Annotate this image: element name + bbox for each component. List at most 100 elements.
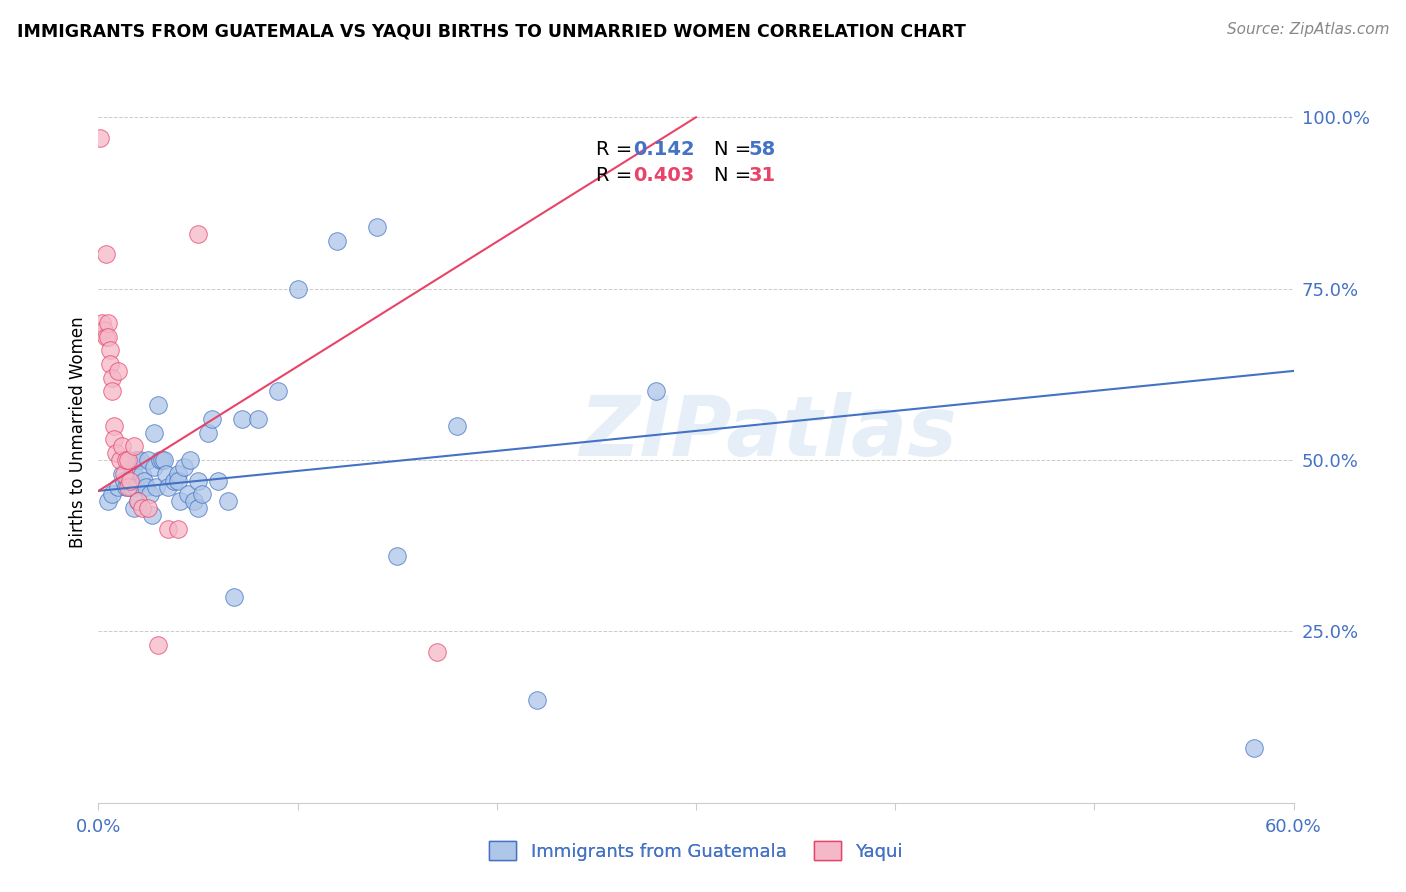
Point	[139, 487, 162, 501]
Point	[145, 480, 167, 494]
Point	[143, 425, 166, 440]
Point	[125, 453, 148, 467]
Point	[112, 467, 135, 481]
Point	[183, 494, 205, 508]
Point	[143, 459, 166, 474]
Point	[127, 494, 149, 508]
Point	[169, 494, 191, 508]
Point	[366, 219, 388, 234]
Point	[129, 453, 152, 467]
Point	[157, 480, 180, 494]
Point	[136, 501, 159, 516]
Point	[121, 459, 143, 474]
Point	[246, 412, 269, 426]
Point	[91, 316, 114, 330]
Text: N =: N =	[714, 140, 758, 159]
Point	[155, 467, 177, 481]
Point	[201, 412, 224, 426]
Point	[150, 453, 173, 467]
Point	[127, 494, 149, 508]
Point	[187, 474, 209, 488]
Point	[135, 480, 157, 494]
Y-axis label: Births to Unmarried Women: Births to Unmarried Women	[69, 317, 87, 549]
Point	[110, 453, 132, 467]
Point	[117, 480, 139, 494]
Point	[167, 467, 190, 481]
Point	[287, 282, 309, 296]
Point	[98, 357, 122, 371]
Point	[105, 446, 128, 460]
Point	[131, 467, 153, 481]
Point	[131, 501, 153, 516]
Point	[103, 418, 125, 433]
Text: 58: 58	[749, 140, 776, 159]
Point	[98, 343, 122, 358]
Point	[163, 474, 186, 488]
Point	[120, 480, 142, 494]
Point	[97, 316, 120, 330]
Point	[526, 693, 548, 707]
Point	[173, 459, 195, 474]
Text: Source: ZipAtlas.com: Source: ZipAtlas.com	[1226, 22, 1389, 37]
Point	[217, 494, 239, 508]
Point	[97, 494, 120, 508]
Text: 31: 31	[749, 167, 776, 186]
Point	[89, 131, 111, 145]
Text: N =: N =	[714, 167, 758, 186]
Point	[446, 418, 468, 433]
Point	[149, 453, 172, 467]
Point	[96, 247, 118, 261]
Text: ZIPatlas: ZIPatlas	[579, 392, 956, 473]
Point	[112, 474, 135, 488]
Point	[124, 439, 146, 453]
Point	[93, 323, 115, 337]
Point	[167, 522, 190, 536]
Point	[222, 590, 245, 604]
Point	[134, 474, 156, 488]
Point	[111, 439, 134, 453]
Text: 0.403: 0.403	[633, 167, 695, 186]
Point	[207, 474, 229, 488]
Point	[148, 638, 170, 652]
Point	[231, 412, 253, 426]
Point	[141, 508, 163, 522]
Point	[115, 480, 138, 494]
Point	[645, 384, 668, 399]
Point	[385, 549, 409, 563]
Point	[101, 487, 124, 501]
Text: 0.142: 0.142	[633, 140, 695, 159]
Point	[1243, 741, 1265, 756]
Text: IMMIGRANTS FROM GUATEMALA VS YAQUI BIRTHS TO UNMARRIED WOMEN CORRELATION CHART: IMMIGRANTS FROM GUATEMALA VS YAQUI BIRTH…	[17, 22, 966, 40]
Legend: Immigrants from Guatemala, Yaqui: Immigrants from Guatemala, Yaqui	[482, 834, 910, 868]
Text: R =: R =	[596, 167, 638, 186]
Point	[96, 329, 118, 343]
Point	[107, 364, 129, 378]
Point	[148, 398, 170, 412]
Point	[136, 453, 159, 467]
Point	[177, 487, 200, 501]
Point	[153, 453, 176, 467]
Point	[103, 433, 125, 447]
Point	[197, 425, 219, 440]
Point	[117, 453, 139, 467]
Text: R =: R =	[596, 140, 638, 159]
Point	[179, 453, 201, 467]
Point	[115, 453, 138, 467]
Point	[191, 487, 214, 501]
Point	[187, 501, 209, 516]
Point	[124, 501, 146, 516]
Point	[267, 384, 290, 399]
Point	[187, 227, 209, 241]
Point	[101, 371, 124, 385]
Point	[167, 474, 190, 488]
Point	[426, 645, 449, 659]
Point	[97, 329, 120, 343]
Point	[111, 467, 134, 481]
Point	[157, 522, 180, 536]
Point	[326, 234, 349, 248]
Point	[121, 480, 143, 494]
Point	[117, 474, 139, 488]
Point	[107, 480, 129, 494]
Point	[120, 474, 142, 488]
Point	[101, 384, 124, 399]
